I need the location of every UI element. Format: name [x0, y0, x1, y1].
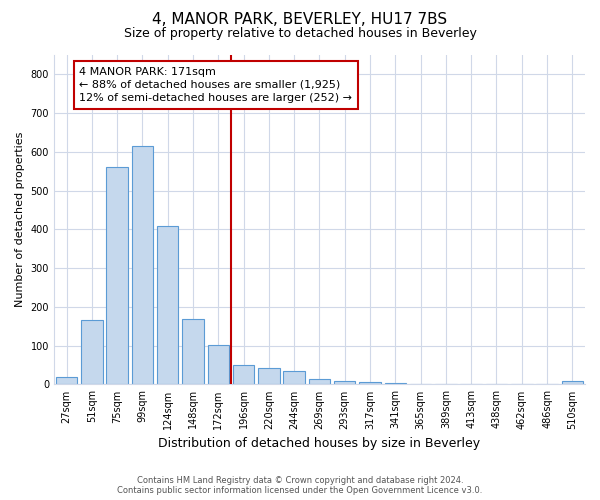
Text: Contains HM Land Registry data © Crown copyright and database right 2024.
Contai: Contains HM Land Registry data © Crown c… — [118, 476, 482, 495]
Text: Size of property relative to detached houses in Beverley: Size of property relative to detached ho… — [124, 28, 476, 40]
Bar — [309, 380, 330, 384]
Bar — [106, 168, 128, 384]
X-axis label: Distribution of detached houses by size in Beverley: Distribution of detached houses by size … — [158, 437, 481, 450]
Bar — [208, 344, 229, 385]
Bar — [562, 382, 583, 384]
Bar — [131, 146, 153, 384]
Text: 4 MANOR PARK: 171sqm
← 88% of detached houses are smaller (1,925)
12% of semi-de: 4 MANOR PARK: 171sqm ← 88% of detached h… — [79, 66, 352, 103]
Bar — [334, 382, 355, 384]
Bar — [56, 376, 77, 384]
Bar — [81, 320, 103, 384]
Bar — [157, 226, 178, 384]
Bar — [258, 368, 280, 384]
Bar — [233, 365, 254, 384]
Bar — [283, 371, 305, 384]
Y-axis label: Number of detached properties: Number of detached properties — [15, 132, 25, 308]
Text: 4, MANOR PARK, BEVERLEY, HU17 7BS: 4, MANOR PARK, BEVERLEY, HU17 7BS — [152, 12, 448, 28]
Bar — [182, 318, 204, 384]
Bar — [359, 382, 381, 384]
